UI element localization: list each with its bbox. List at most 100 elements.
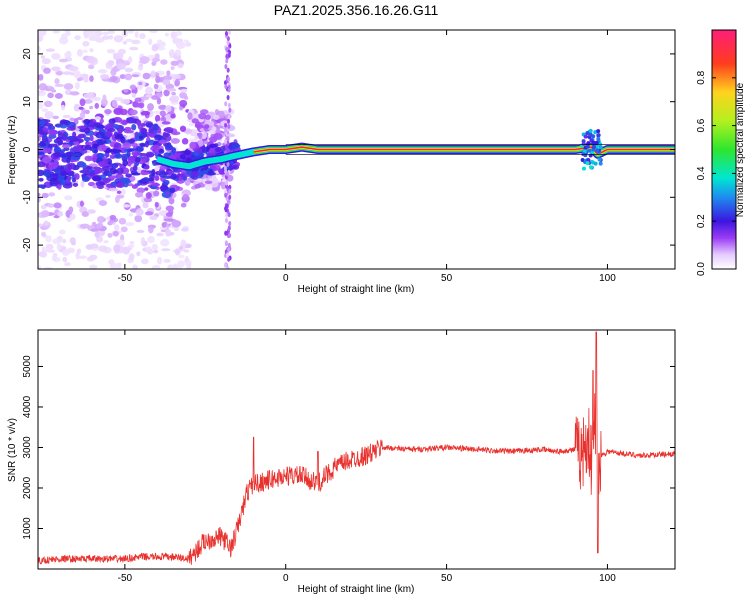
spectrogram-cluster: [106, 183, 113, 188]
spectrogram-speckle: [39, 250, 48, 258]
spectrogram-speckle: [74, 35, 81, 41]
spectrogram-speckle: [139, 56, 150, 64]
spectrogram-speckle: [198, 112, 207, 120]
spectrogram-speckle: [107, 220, 113, 226]
spectrogram-cluster: [180, 174, 186, 179]
spectrogram-streak: [226, 118, 230, 124]
spectrogram-speckle: [168, 49, 175, 58]
spectrogram-speckle: [114, 196, 120, 204]
spectrogram-streak: [226, 140, 230, 146]
colorbar-gradient: [712, 30, 736, 269]
spectrogram-cluster: [138, 152, 148, 157]
spectrogram-speckle: [73, 103, 81, 112]
spectrogram-cluster: [62, 144, 71, 149]
spectrogram-speckle: [156, 97, 162, 105]
spectrogram-speckle: [83, 93, 92, 99]
spectrogram-speckle: [64, 195, 73, 201]
spectrogram-speckle: [134, 97, 142, 103]
spectrogram-speckle: [89, 75, 94, 83]
y-tick-label: 4000: [22, 395, 33, 418]
spectrogram-speckle: [154, 114, 161, 123]
spectrogram-cluster: [131, 123, 137, 131]
spectrogram-speckle: [68, 65, 79, 72]
y-tick-label: 20: [22, 48, 33, 60]
ridge-disturbance: [581, 166, 586, 171]
spectrogram-cluster: [84, 155, 93, 162]
spectrogram-streak: [228, 194, 232, 200]
spectrogram-cluster: [140, 171, 150, 176]
spectrogram-speckle: [145, 94, 152, 98]
spectrogram-speckle: [99, 118, 104, 124]
ridge-disturbance: [594, 140, 599, 145]
spectrogram-speckle: [148, 38, 153, 46]
spectrogram-speckle: [106, 48, 116, 54]
spectrogram-cluster: [43, 123, 54, 127]
spectrogram-speckle: [165, 212, 173, 217]
spectrogram-cluster: [48, 162, 58, 170]
spectrogram-speckle: [119, 108, 128, 116]
spectrogram-speckle: [152, 249, 159, 254]
spectrogram-speckle: [149, 30, 158, 34]
spectrogram-speckle: [109, 75, 118, 82]
spectrogram-cluster: [86, 166, 93, 170]
spectrogram-speckle: [83, 99, 93, 104]
spectrogram-streak: [224, 84, 228, 90]
colorbar-label: Normalized spectral amplitude: [735, 82, 746, 217]
spectrogram-speckle: [80, 180, 85, 188]
spectrogram-cluster: [139, 142, 146, 147]
spectrogram-speckle: [47, 92, 54, 99]
spectrogram-speckle: [152, 57, 161, 62]
spectrogram-cluster: [52, 152, 62, 158]
spectrogram-speckle: [186, 262, 192, 269]
spectrogram-speckle: [178, 245, 183, 250]
spectrogram-speckle: [131, 74, 140, 78]
spectrogram-streak: [225, 46, 229, 52]
spectrogram-speckle: [68, 206, 74, 214]
ridge-disturbance: [583, 134, 588, 139]
spectrogram-speckle: [131, 39, 141, 45]
spectrogram-cluster: [229, 165, 237, 170]
spectrogram-speckle: [96, 222, 104, 229]
ridge-disturbance: [588, 132, 593, 137]
spectrogram-speckle: [124, 67, 134, 73]
spectrogram-speckle: [61, 249, 70, 256]
spectrogram-speckle: [124, 73, 133, 81]
spectrogram-cluster: [42, 134, 48, 140]
spectrogram-speckle: [189, 138, 198, 142]
spectrogram-speckle: [80, 73, 89, 79]
spectrogram-speckle: [94, 116, 102, 121]
spectrogram-speckle: [98, 245, 108, 252]
spectrogram-streak: [223, 262, 227, 268]
spectrogram-streak: [228, 30, 232, 36]
x-tick-label: 50: [441, 273, 453, 284]
spectrogram-speckle: [129, 133, 135, 138]
spectrogram-cluster: [142, 177, 150, 183]
spectrogram-speckle: [187, 112, 193, 120]
spectrogram-cluster: [77, 125, 87, 129]
y-tick-label: 5000: [22, 355, 33, 378]
colorbar-tick-label: 0.6: [696, 118, 707, 132]
spectrogram-cluster: [52, 180, 61, 185]
spectrogram-speckle: [204, 124, 210, 129]
spectrogram-speckle: [47, 86, 55, 91]
spectrogram-x-axis-label: Height of straight line (km): [298, 284, 415, 295]
spectrogram-streak: [224, 64, 228, 70]
spectrogram-streak: [226, 67, 230, 73]
spectrogram-speckle: [62, 114, 71, 119]
spectrogram-cluster: [179, 154, 186, 160]
spectrogram-speckle: [181, 138, 189, 145]
spectrogram-cluster: [97, 184, 104, 190]
spectrogram-speckle: [135, 208, 144, 216]
snr-panel: -50 0 50 100 1000 2000 3000 4000 5000 Height of…: [7, 329, 676, 595]
spectrogram-streak: [228, 184, 232, 190]
spectrogram-streak: [227, 114, 231, 120]
spectrogram-speckle: [184, 256, 189, 264]
spectrogram-cluster: [92, 175, 102, 182]
spectrogram-cluster: [109, 167, 118, 175]
colorbar-tick-label: 0.8: [696, 70, 707, 84]
spectrogram-cluster: [138, 135, 143, 140]
spectrogram-speckle: [103, 240, 109, 244]
spectrogram-cluster: [144, 140, 149, 148]
spectrogram-cluster: [97, 144, 107, 152]
spectrogram-speckle: [51, 66, 61, 72]
